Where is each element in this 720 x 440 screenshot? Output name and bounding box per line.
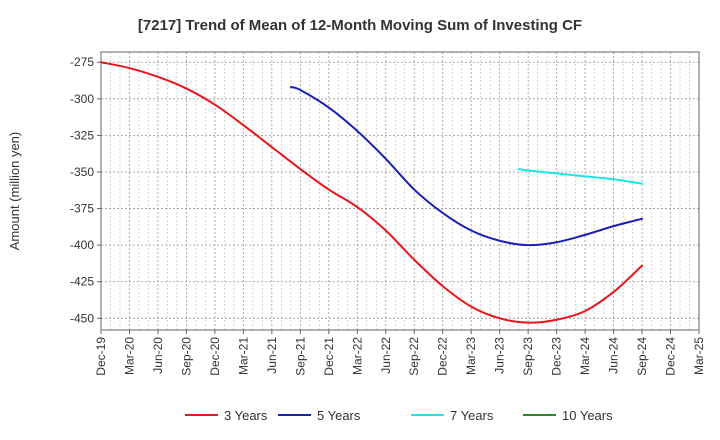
x-tick-label: Dec-19 <box>94 337 108 376</box>
y-tick-label: -275 <box>70 55 94 69</box>
y-tick-label: -450 <box>70 311 94 325</box>
legend: 3 Years 5 Years 7 Years 10 Years <box>185 408 613 423</box>
series-lines <box>100 61 644 324</box>
x-tick-label: Dec-21 <box>322 337 336 376</box>
chart-title: [7217] Trend of Mean of 12-Month Moving … <box>138 17 582 34</box>
x-tick-label: Sep-20 <box>179 337 193 376</box>
series-line-7-years <box>517 168 644 185</box>
x-tick-label: Sep-21 <box>293 337 307 376</box>
x-tick-label: Jun-24 <box>607 337 621 374</box>
x-tick-label: Jun-23 <box>493 337 507 374</box>
x-tick-label: Mar-20 <box>122 337 136 375</box>
series-line-5-years <box>289 86 644 247</box>
x-tick-label: Sep-22 <box>407 337 421 376</box>
x-tick-label: Dec-24 <box>664 337 678 376</box>
plot-frame <box>100 51 700 331</box>
x-tick-label: Dec-20 <box>208 337 222 376</box>
x-tick-label: Mar-24 <box>578 337 592 375</box>
y-tick-label: -375 <box>70 202 94 216</box>
x-axis-ticks: Dec-19 Mar-20 Jun-20 Sep-20 Dec-20 Mar-21 Jun-… <box>94 330 706 376</box>
x-tick-label: Jun-21 <box>265 337 279 374</box>
legend-label-5-years: 5 Years <box>317 408 361 423</box>
series-line-3-years <box>100 61 644 324</box>
legend-label-10-years: 10 Years <box>562 408 613 423</box>
x-tick-label: Mar-25 <box>692 337 706 375</box>
y-tick-label: -425 <box>70 275 94 289</box>
y-tick-label: -400 <box>70 238 94 252</box>
grid-lines <box>101 52 699 330</box>
x-tick-label: Sep-24 <box>635 337 649 376</box>
y-axis-label: Amount (million yen) <box>7 132 22 251</box>
y-axis-ticks: -275 -300 -325 -350 -375 -400 -425 -450 <box>70 55 101 325</box>
y-tick-label: -350 <box>70 165 94 179</box>
y-tick-label: -300 <box>70 92 94 106</box>
x-tick-label: Mar-22 <box>350 337 364 375</box>
x-tick-label: Jun-20 <box>151 337 165 374</box>
x-tick-label: Mar-23 <box>464 337 478 375</box>
x-tick-label: Jun-22 <box>379 337 393 374</box>
x-tick-label: Dec-23 <box>550 337 564 376</box>
y-tick-label: -325 <box>70 128 94 142</box>
x-tick-label: Dec-22 <box>436 337 450 376</box>
legend-label-3-years: 3 Years <box>224 408 268 423</box>
legend-label-7-years: 7 Years <box>450 408 494 423</box>
x-tick-label: Sep-23 <box>521 337 535 376</box>
x-tick-label: Mar-21 <box>236 337 250 375</box>
